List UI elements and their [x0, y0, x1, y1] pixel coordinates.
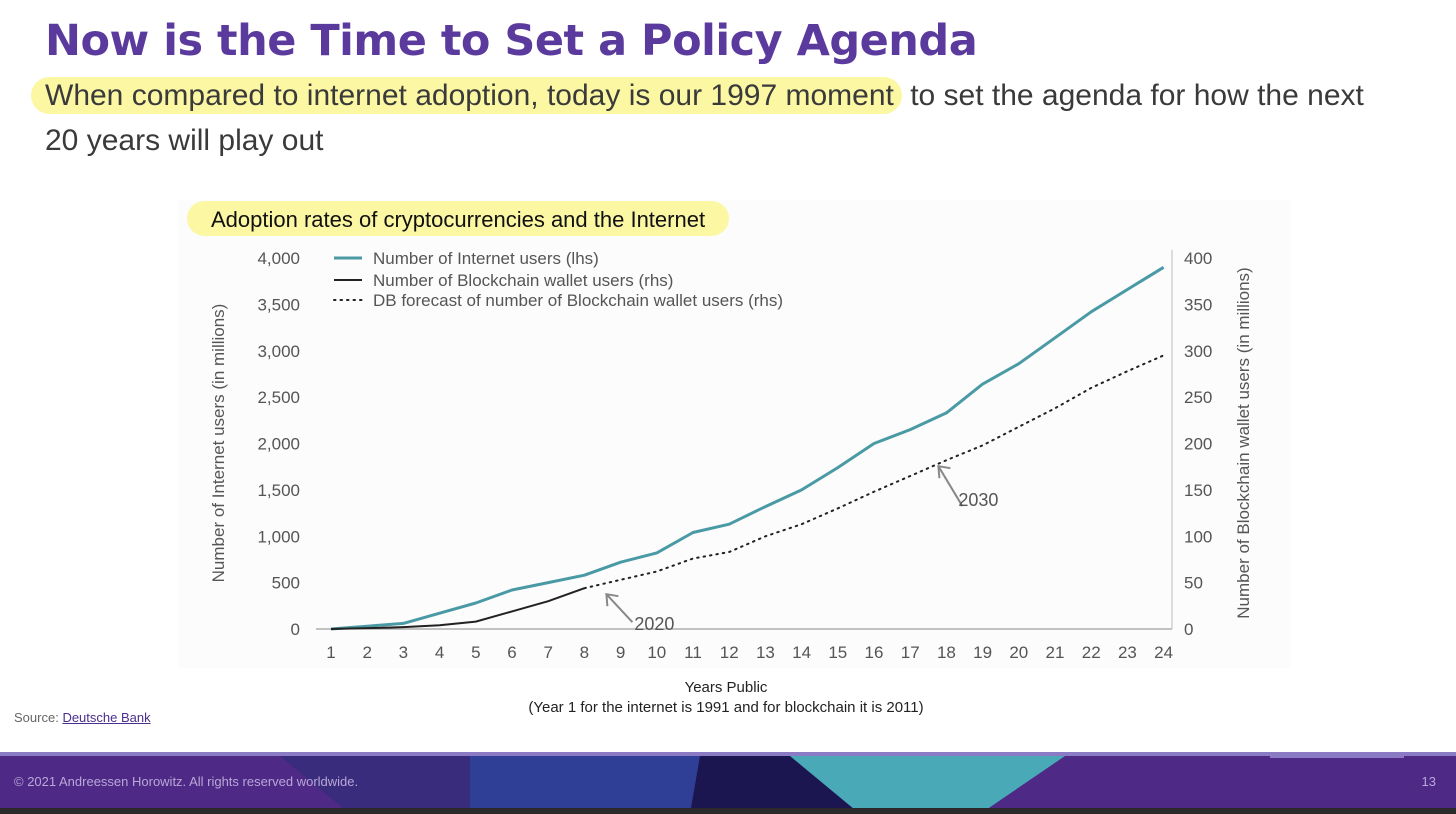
series-line-3: [583, 354, 1165, 590]
y-left-tick-label: 1,000: [257, 527, 300, 546]
x-tick-label: 24: [1154, 643, 1173, 662]
source-link[interactable]: Deutsche Bank: [62, 710, 151, 725]
x-tick-label: 4: [435, 643, 444, 662]
source-label: Source:: [14, 710, 59, 725]
x-tick-label: 16: [865, 643, 884, 662]
copyright-text: © 2021 Andreessen Horowitz. All rights r…: [14, 774, 359, 789]
y-left-tick-label: 3,500: [257, 295, 300, 314]
x-tick-label: 2: [362, 643, 371, 662]
x-tick-label: 21: [1046, 643, 1065, 662]
series-line-1: [330, 266, 1165, 631]
y-left-tick-label: 0: [291, 620, 300, 639]
y-right-tick-label: 300: [1184, 342, 1212, 361]
source-line: Source: Deutsche Bank: [14, 710, 151, 725]
x-tick-label: 17: [901, 643, 920, 662]
y-right-tick-label: 250: [1184, 388, 1212, 407]
x-tick-label: 14: [792, 643, 811, 662]
x-tick-label: 20: [1009, 643, 1028, 662]
y-right-tick-label: 100: [1184, 527, 1212, 546]
y-left-tick-label: 4,000: [257, 249, 300, 268]
y-right-tick-label: 0: [1184, 620, 1193, 639]
y-left-tick-label: 3,000: [257, 342, 300, 361]
legend-label-3: DB forecast of number of Blockchain wall…: [373, 291, 783, 310]
x-tick-label: 6: [507, 643, 516, 662]
x-tick-label: 8: [580, 643, 589, 662]
annotation-label-1: 2020: [634, 614, 674, 634]
slide-subtitle: When compared to internet adoption, toda…: [31, 73, 1365, 163]
y-right-tick-label: 200: [1184, 435, 1212, 454]
y-left-tick-label: 2,500: [257, 388, 300, 407]
chart-title: Adoption rates of cryptocurrencies and t…: [187, 201, 730, 236]
subtitle-rest: to set the agenda for how the next 20 ye…: [45, 79, 1364, 157]
annotation-arrowhead-1: [605, 592, 619, 607]
slide-title: Now is the Time to Set a Policy Agenda: [45, 16, 978, 66]
x-axis-note: (Year 1 for the internet is 1991 and for…: [528, 699, 924, 716]
x-tick-label: 7: [543, 643, 552, 662]
x-tick-label: 5: [471, 643, 480, 662]
x-tick-label: 1: [326, 643, 335, 662]
x-tick-label: 9: [616, 643, 625, 662]
annotation-label-2: 2030: [958, 490, 998, 510]
footer-bar: © 2021 Andreessen Horowitz. All rights r…: [0, 752, 1456, 814]
y-right-tick-label: 150: [1184, 481, 1212, 500]
y-right-tick-label: 400: [1184, 249, 1212, 268]
x-tick-label: 11: [684, 643, 702, 662]
y-right-axis-title: Number of Blockchain wallet users (in mi…: [1234, 267, 1253, 618]
annotation-arrowhead-2: [937, 464, 951, 479]
y-left-axis-title: Number of Internet users (in millions): [209, 304, 228, 583]
x-tick-label: 18: [937, 643, 956, 662]
y-left-tick-label: 2,000: [257, 435, 300, 454]
annotation-arrow-2: [937, 465, 964, 507]
y-left-tick-label: 500: [272, 574, 300, 593]
legend-label-2: Number of Blockchain wallet users (rhs): [373, 271, 673, 290]
x-axis-label: Years Public: [684, 679, 768, 696]
x-tick-label: 23: [1118, 643, 1137, 662]
footer-decoration: [0, 752, 1456, 814]
x-tick-label: 12: [720, 643, 739, 662]
y-right-tick-label: 50: [1184, 574, 1203, 593]
x-axis-caption: Years Public (Year 1 for the internet is…: [426, 678, 1026, 718]
x-tick-label: 13: [756, 643, 775, 662]
x-tick-label: 19: [973, 643, 992, 662]
x-tick-label: 15: [828, 643, 847, 662]
x-tick-label: 3: [399, 643, 408, 662]
page-number: 13: [1421, 774, 1436, 789]
chart-panel: [178, 200, 1290, 668]
y-left-tick-label: 1,500: [257, 481, 300, 500]
annotation-arrow-1: [605, 593, 634, 623]
subtitle-highlight: When compared to internet adoption, toda…: [31, 77, 902, 114]
y-right-tick-label: 350: [1184, 295, 1212, 314]
x-tick-label: 22: [1082, 643, 1101, 662]
x-tick-label: 10: [647, 643, 666, 662]
legend-label-1: Number of Internet users (lhs): [373, 249, 599, 268]
series-line-2: [330, 587, 585, 630]
